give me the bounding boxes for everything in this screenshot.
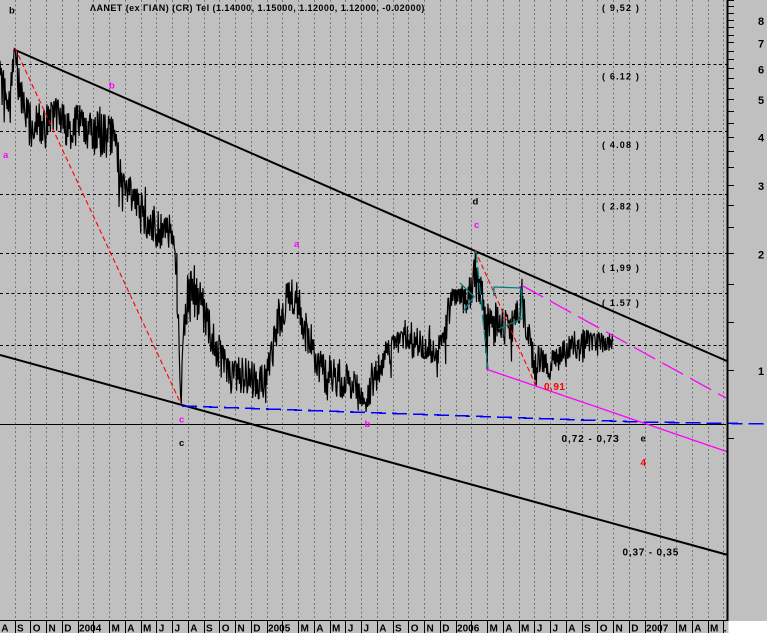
svg-text:.: . (724, 624, 727, 633)
svg-text:c: c (179, 415, 184, 426)
svg-text:D: D (631, 624, 638, 633)
svg-text:b: b (109, 81, 115, 92)
svg-text:N: N (427, 624, 434, 633)
svg-text:2004: 2004 (79, 624, 102, 633)
svg-text:J: J (537, 624, 543, 633)
svg-text:A: A (316, 624, 323, 633)
svg-text:O: O (222, 624, 230, 633)
svg-text:A: A (505, 624, 512, 633)
svg-text:D: D (442, 624, 449, 633)
svg-text:M: M (521, 624, 529, 633)
svg-text:S: S (17, 624, 24, 633)
svg-text:( 4.08 ): ( 4.08 ) (602, 140, 640, 150)
svg-text:M: M (301, 624, 309, 633)
svg-text:b: b (365, 419, 371, 430)
svg-text:N: N (238, 624, 245, 633)
svg-text:D: D (64, 624, 71, 633)
svg-text:A: A (127, 624, 134, 633)
svg-text:J: J (159, 624, 165, 633)
svg-text:S: S (584, 624, 591, 633)
svg-text:A: A (568, 624, 575, 633)
svg-text:J: J (364, 624, 370, 633)
svg-text:c: c (179, 438, 184, 449)
svg-text:A: A (379, 624, 386, 633)
svg-text:( 1.57 ): ( 1.57 ) (602, 298, 640, 308)
svg-text:e: e (641, 434, 646, 445)
svg-text:( 1,99 ): ( 1,99 ) (602, 263, 640, 273)
svg-text:O: O (411, 624, 419, 633)
svg-text:M: M (112, 624, 120, 633)
svg-text:8: 8 (758, 16, 764, 28)
svg-text:N: N (616, 624, 623, 633)
svg-text:5: 5 (758, 95, 764, 107)
svg-text:( 6.12 ): ( 6.12 ) (602, 72, 640, 82)
svg-text:2005: 2005 (268, 624, 291, 633)
svg-text:a: a (294, 239, 300, 250)
svg-text:2006: 2006 (457, 624, 480, 633)
svg-text:6: 6 (758, 64, 764, 76)
svg-text:J: J (348, 624, 354, 633)
svg-text:( 2.82 ): ( 2.82 ) (602, 202, 640, 212)
svg-text:c: c (474, 220, 479, 231)
svg-text:0,72 - 0,73: 0,72 - 0,73 (562, 434, 620, 445)
svg-text:0,91: 0,91 (544, 382, 565, 393)
svg-text:J: J (175, 624, 181, 633)
svg-text:4: 4 (758, 133, 765, 145)
svg-text:3: 3 (758, 181, 764, 193)
svg-text:A: A (1, 624, 8, 633)
svg-text:M: M (710, 624, 718, 633)
svg-text:M: M (490, 624, 498, 633)
svg-text:A: A (694, 624, 701, 633)
svg-text:N: N (49, 624, 56, 633)
svg-text:2: 2 (758, 249, 764, 261)
svg-text:M: M (143, 624, 151, 633)
svg-text:M: M (679, 624, 687, 633)
svg-text:M: M (332, 624, 340, 633)
svg-text:b: b (9, 6, 15, 17)
svg-text:ΛΑΝΕΤ (ex ΓΙΑΝ) (CR) Tel (1.14: ΛΑΝΕΤ (ex ΓΙΑΝ) (CR) Tel (1.14000, 1.150… (90, 3, 425, 13)
svg-text:O: O (600, 624, 608, 633)
svg-text:A: A (190, 624, 197, 633)
svg-text:a: a (3, 150, 9, 161)
svg-text:S: S (206, 624, 213, 633)
svg-text:1: 1 (758, 366, 764, 378)
svg-text:( 9,52 ): ( 9,52 ) (602, 3, 640, 13)
svg-text:2007: 2007 (646, 624, 669, 633)
svg-text:7: 7 (758, 38, 764, 50)
svg-text:4: 4 (641, 458, 647, 469)
svg-text:S: S (395, 624, 402, 633)
svg-text:D: D (253, 624, 260, 633)
svg-text:0,37 - 0,35: 0,37 - 0,35 (623, 548, 680, 559)
svg-text:d: d (473, 197, 479, 208)
svg-text:O: O (33, 624, 41, 633)
svg-text:J: J (553, 624, 559, 633)
